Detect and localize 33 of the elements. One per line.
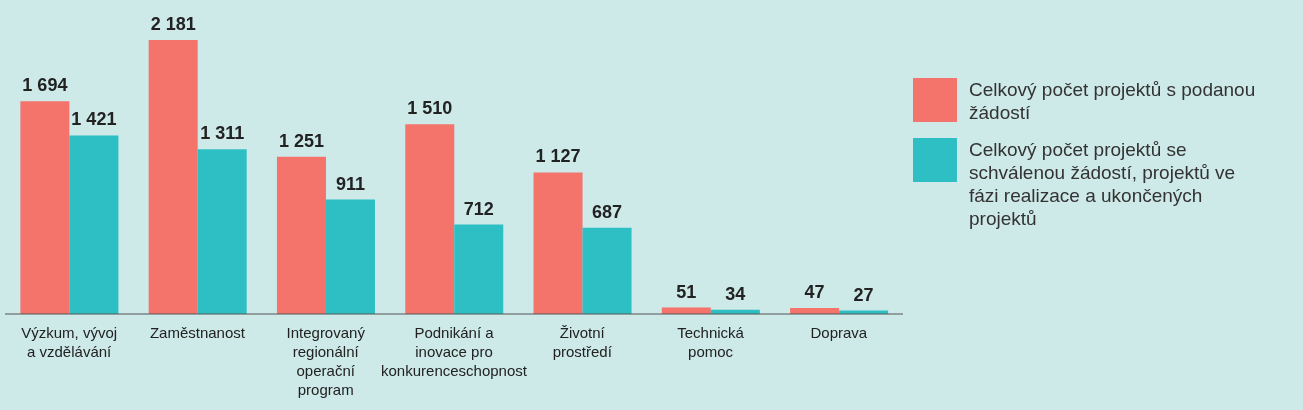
data-label: 1 311 xyxy=(200,123,245,144)
data-label: 2 181 xyxy=(150,14,196,34)
x-tick-label: Výzkum, vývoj a vzdělávání xyxy=(21,324,118,360)
legend-label: Celkový počet projektů se schválenou žádostí, projektů ve fázi realizace a ukončených projektů xyxy=(969,138,1237,231)
x-tick-label: Technická pomoc xyxy=(677,324,745,360)
x-tick-label: Integrovaný regionální operační program xyxy=(286,324,366,398)
x-tick-label: Doprava xyxy=(810,324,868,341)
data-label: 47 xyxy=(804,282,825,303)
data-label: 1 127 xyxy=(535,146,581,167)
bar xyxy=(197,149,247,314)
x-tick-label: Zaměstnanost xyxy=(149,324,246,341)
x-tick-label: Životní prostředí xyxy=(552,324,613,360)
bar xyxy=(325,199,375,314)
data-label: 1 251 xyxy=(278,130,324,151)
bar xyxy=(405,124,455,314)
data-label: 712 xyxy=(463,198,494,219)
data-label: 1 694 xyxy=(22,75,68,96)
data-label: 51 xyxy=(676,281,697,302)
bar xyxy=(582,227,632,314)
data-label: 1 421 xyxy=(71,109,117,130)
bar xyxy=(454,224,504,314)
data-label: 911 xyxy=(335,173,365,194)
data-label: 1 510 xyxy=(407,98,453,119)
data-label: 687 xyxy=(592,201,623,222)
bar xyxy=(148,40,198,314)
bar xyxy=(20,101,70,314)
legend-label: Celkový počet projektů s podanou žádostí xyxy=(969,78,1257,125)
data-label: 34 xyxy=(725,283,746,304)
data-label: 27 xyxy=(853,284,874,305)
x-tick-label: Podnikání a inovace pro konkurenceschopnost xyxy=(381,324,528,379)
bar xyxy=(533,172,583,314)
bar xyxy=(69,135,119,314)
bar xyxy=(276,156,326,314)
